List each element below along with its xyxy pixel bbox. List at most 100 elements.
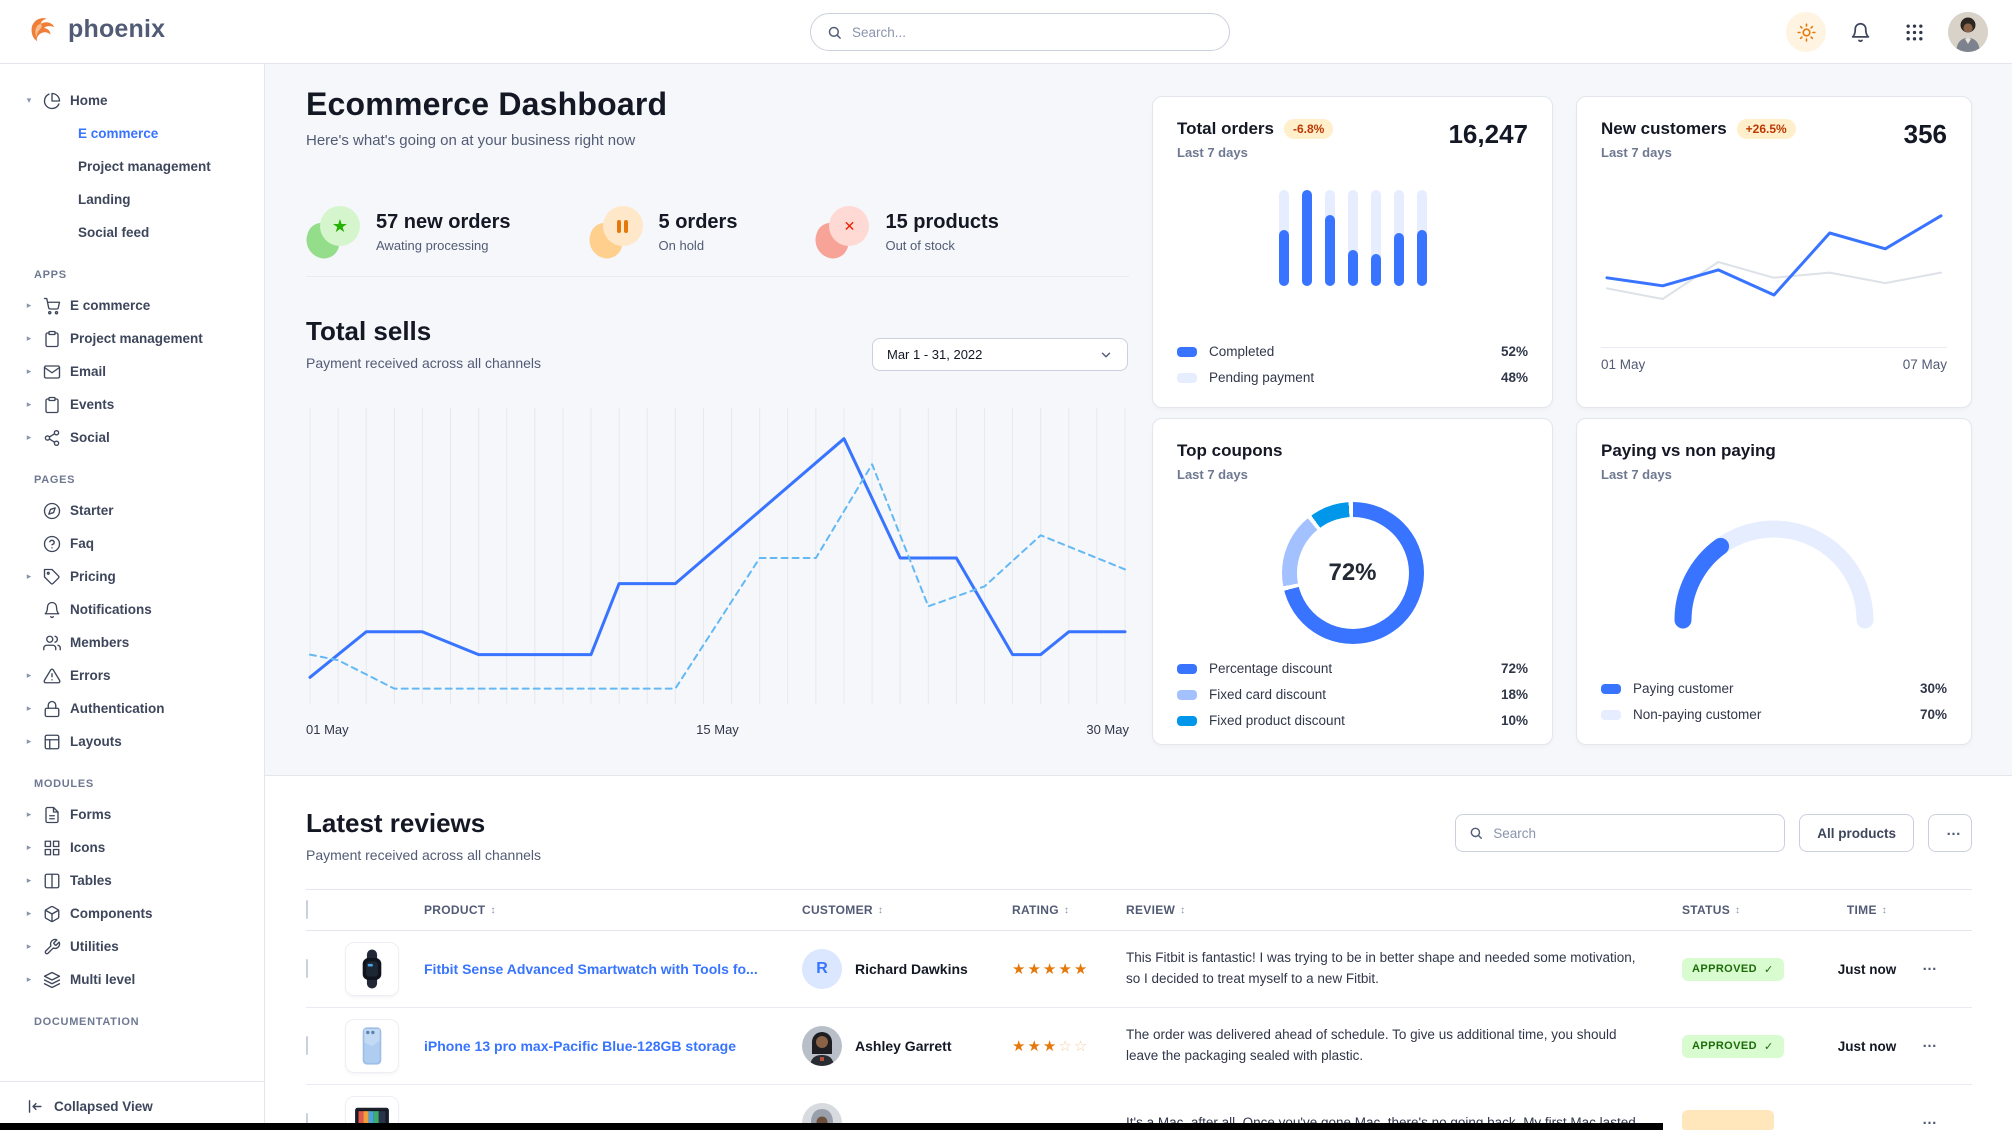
total-orders-card: Total orders -6.8% Last 7 days 16,247 Co… bbox=[1152, 96, 1553, 408]
customer-avatar: R bbox=[802, 949, 842, 989]
sidebar-item-e-commerce[interactable]: E commerce bbox=[78, 126, 159, 141]
sidebar-item-faq[interactable]: Faq bbox=[12, 527, 258, 560]
legend-label: Completed bbox=[1209, 344, 1275, 359]
sidebar-item-layouts[interactable]: ▸ Layouts bbox=[12, 725, 258, 758]
date-range-select[interactable]: Mar 1 - 31, 2022 bbox=[872, 338, 1128, 371]
brand-logo[interactable]: phoenix bbox=[28, 14, 165, 44]
sidebar-item-social[interactable]: ▸ Social bbox=[12, 421, 258, 454]
product-thumbnail[interactable] bbox=[346, 943, 398, 995]
notifications-button[interactable] bbox=[1840, 12, 1880, 52]
top-navbar: phoenix bbox=[0, 0, 2012, 64]
total-sells-subtitle: Payment received across all channels bbox=[306, 355, 542, 371]
caret-right-icon: ▸ bbox=[26, 809, 32, 819]
status-badge bbox=[1682, 1109, 1774, 1130]
sidebar-item-errors[interactable]: ▸ Errors bbox=[12, 659, 258, 692]
legend-item: Percentage discount 72% bbox=[1177, 661, 1528, 676]
date-range-value: Mar 1 - 31, 2022 bbox=[887, 347, 983, 362]
sidebar-item-components[interactable]: ▸ Components bbox=[12, 897, 258, 930]
reviews-table-header: PRODUCT CUSTOMER RATING REVIEW STATUS TI… bbox=[306, 889, 1972, 931]
order-bar bbox=[1347, 190, 1358, 286]
product-link[interactable]: iPhone 13 pro max-Pacific Blue-128GB sto… bbox=[424, 1038, 736, 1054]
sidebar-item-authentication[interactable]: ▸ Authentication bbox=[12, 692, 258, 725]
product-link[interactable]: Fitbit Sense Advanced Smartwatch with To… bbox=[424, 961, 758, 977]
reviews-search-input[interactable] bbox=[1493, 825, 1772, 841]
chevron-down-icon bbox=[1099, 348, 1113, 362]
customer-avatar bbox=[802, 1026, 842, 1066]
sidebar-item-starter[interactable]: Starter bbox=[12, 494, 258, 527]
column-rating[interactable]: RATING bbox=[1012, 903, 1126, 917]
stat-value: 15 products bbox=[885, 211, 999, 233]
row-checkbox[interactable] bbox=[306, 959, 308, 978]
collapse-sidebar-button[interactable]: Collapsed View bbox=[0, 1081, 264, 1130]
reviews-more-button[interactable] bbox=[1928, 814, 1972, 852]
sidebar-item-home[interactable]: ▾ Home bbox=[12, 84, 258, 117]
reviews-subtitle: Payment received across all channels bbox=[306, 847, 542, 863]
row-checkbox[interactable] bbox=[306, 1113, 308, 1130]
sidebar-item-utilities[interactable]: ▸ Utilities bbox=[12, 930, 258, 963]
row-more-button[interactable] bbox=[1922, 960, 1937, 977]
customer-name: Richard Dawkins bbox=[855, 961, 968, 977]
trend-badge: +26.5% bbox=[1736, 119, 1796, 139]
avatar-image bbox=[1948, 12, 1988, 52]
search-input[interactable] bbox=[852, 24, 1213, 40]
sidebar-item-email[interactable]: ▸ Email bbox=[12, 355, 258, 388]
sidebar-item-project-management[interactable]: ▸ Project management bbox=[12, 322, 258, 355]
product-thumbnail[interactable] bbox=[346, 1020, 398, 1072]
total-sells-chart: 01 May 15 May 30 May bbox=[306, 404, 1129, 737]
select-all-checkbox[interactable] bbox=[306, 900, 308, 919]
reviews-toolbar: All products bbox=[1455, 814, 1972, 852]
top-coupons-card: Top coupons Last 7 days 72% Percentage d… bbox=[1152, 418, 1553, 745]
theme-toggle-button[interactable] bbox=[1786, 12, 1826, 52]
sidebar-item-pricing[interactable]: ▸ Pricing bbox=[12, 560, 258, 593]
total-orders-value: 16,247 bbox=[1448, 119, 1528, 149]
sidebar-item-e-commerce[interactable]: ▸ E commerce bbox=[12, 289, 258, 322]
column-time[interactable]: TIME bbox=[1812, 903, 1922, 917]
trend-badge: -6.8% bbox=[1283, 119, 1334, 139]
apps-menu-button[interactable] bbox=[1894, 12, 1934, 52]
total-sells-x-axis: 01 May 15 May 30 May bbox=[306, 722, 1129, 737]
all-products-button[interactable]: All products bbox=[1799, 814, 1914, 852]
sidebar: ▾ Home E commerce Project management Landing… bbox=[0, 64, 265, 1130]
compass-icon bbox=[43, 502, 61, 520]
legend-value: 72% bbox=[1500, 661, 1528, 676]
sidebar-item-social-feed[interactable]: Social feed bbox=[78, 225, 150, 240]
sidebar-item-members[interactable]: Members bbox=[12, 626, 258, 659]
user-avatar[interactable] bbox=[1948, 12, 1988, 52]
review-time: Just now bbox=[1837, 961, 1897, 977]
caret-right-icon: ▸ bbox=[26, 366, 32, 376]
layout-icon bbox=[43, 733, 61, 751]
column-customer[interactable]: CUSTOMER bbox=[802, 903, 1012, 917]
stat-caption: Out of stock bbox=[885, 238, 955, 253]
sidebar-item-notifications[interactable]: Notifications bbox=[12, 593, 258, 626]
navbar-actions bbox=[1786, 12, 1988, 52]
sidebar-item-multi-level[interactable]: ▸ Multi level bbox=[12, 963, 258, 996]
page-title: Ecommerce Dashboard bbox=[306, 86, 668, 122]
page-subtitle: Here's what's going on at your business … bbox=[306, 132, 636, 149]
reviews-table-body: Fitbit Sense Advanced Smartwatch with To… bbox=[306, 931, 1972, 1130]
column-status[interactable]: STATUS bbox=[1682, 903, 1812, 917]
sidebar-item-tables[interactable]: ▸ Tables bbox=[12, 864, 258, 897]
legend-label: Fixed product discount bbox=[1209, 713, 1345, 728]
column-review[interactable]: REVIEW bbox=[1126, 903, 1682, 917]
row-checkbox[interactable] bbox=[306, 1036, 308, 1055]
sidebar-item-events[interactable]: ▸ Events bbox=[12, 388, 258, 421]
sidebar-item-project-management[interactable]: Project management bbox=[78, 159, 211, 174]
sidebar-item-landing[interactable]: Landing bbox=[78, 192, 131, 207]
stat-new-orders: ★ 57 new orders Awating processing bbox=[301, 206, 511, 263]
reviews-table: PRODUCT CUSTOMER RATING REVIEW STATUS TI… bbox=[306, 889, 1972, 1130]
paying-legend: Paying customer 30% Non-paying customer … bbox=[1601, 670, 1947, 722]
column-product[interactable]: PRODUCT bbox=[424, 903, 802, 917]
row-more-button[interactable] bbox=[1922, 1114, 1937, 1130]
sidebar-item-forms[interactable]: ▸ Forms bbox=[12, 798, 258, 831]
warning-icon bbox=[43, 667, 61, 685]
check-icon: ✓ bbox=[1763, 963, 1774, 976]
sidebar-nav: ▾ Home E commerce Project management Landing… bbox=[0, 64, 264, 1081]
legend-item: Completed 52% bbox=[1177, 344, 1528, 359]
legend-item: Pending payment 48% bbox=[1177, 370, 1528, 385]
new-customers-x-axis: 01 May 07 May bbox=[1601, 347, 1947, 372]
sidebar-item-icons[interactable]: ▸ Icons bbox=[12, 831, 258, 864]
row-more-button[interactable] bbox=[1922, 1037, 1937, 1054]
order-bar bbox=[1278, 190, 1289, 286]
new-customers-value: 356 bbox=[1903, 119, 1947, 149]
caret-right-icon: ▸ bbox=[26, 432, 32, 442]
